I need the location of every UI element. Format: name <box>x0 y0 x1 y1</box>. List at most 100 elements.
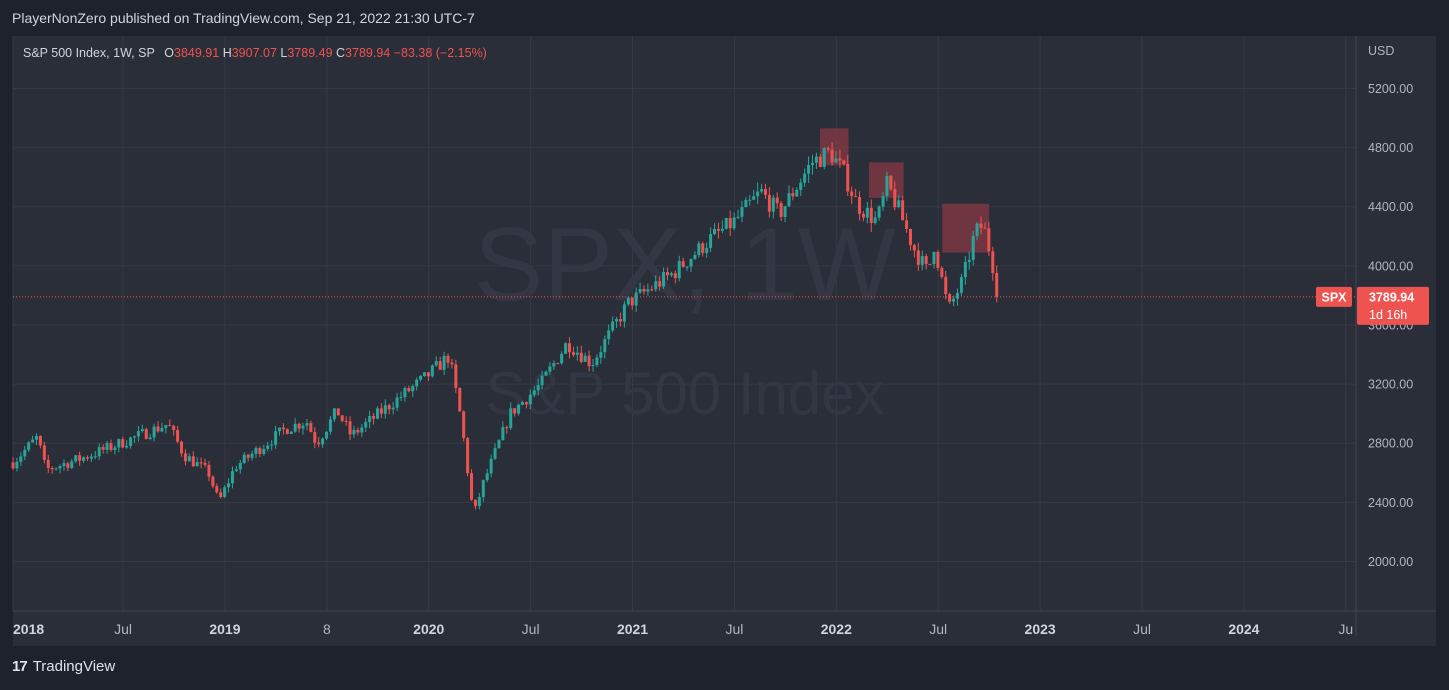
candle-body <box>219 492 223 497</box>
candle-body <box>505 427 509 429</box>
candle-body <box>787 193 791 207</box>
time-tick-label: 2020 <box>413 621 444 637</box>
candle-body <box>987 228 991 252</box>
grid-lines <box>12 36 1356 611</box>
candle-body <box>803 173 807 183</box>
time-tick-label: Jul <box>114 621 132 637</box>
candle-body <box>897 200 901 208</box>
last-price-tag <box>1357 286 1429 325</box>
candle-body <box>168 424 172 426</box>
time-tick-label: 2018 <box>13 621 44 637</box>
candle-body <box>489 458 493 474</box>
candle-body <box>485 473 489 481</box>
candle-body <box>399 397 403 399</box>
candle-body <box>387 405 391 410</box>
candle-body <box>952 298 956 302</box>
candle-body <box>630 297 634 306</box>
candle-body <box>262 448 266 455</box>
candle-body <box>227 483 231 488</box>
time-tick-label: Jul <box>522 621 540 637</box>
candle-body <box>481 480 485 498</box>
candle-body <box>650 289 654 291</box>
candle-body <box>254 448 258 454</box>
time-tick-label: 8 <box>323 621 331 637</box>
candle-body <box>544 371 548 376</box>
candle-body <box>35 435 39 440</box>
candle-body <box>975 223 979 237</box>
candle-body <box>356 429 360 433</box>
candle-body <box>497 440 501 449</box>
candle-body <box>27 442 31 450</box>
candle-body <box>172 425 176 430</box>
candle-body <box>117 439 121 448</box>
candle-body <box>646 289 650 292</box>
candle-body <box>865 207 869 218</box>
candle-body <box>430 365 434 377</box>
candle-body <box>622 304 626 322</box>
candle-body <box>807 165 811 174</box>
candle-body <box>442 355 446 370</box>
last-price-value: 3789.94 <box>1369 290 1414 304</box>
candle-body <box>270 444 274 446</box>
candle-body <box>434 361 438 366</box>
candle-body <box>532 390 536 395</box>
legend-low-label: L <box>280 46 288 60</box>
candle-body <box>215 486 219 493</box>
price-tick-label: 2800.00 <box>1368 437 1413 451</box>
candle-body <box>293 423 297 432</box>
candle-body <box>724 218 728 229</box>
candle-body <box>309 423 313 432</box>
candle-body <box>705 247 709 253</box>
candle-body <box>191 456 195 467</box>
candle-body <box>963 261 967 278</box>
candle-body <box>568 343 572 353</box>
candle-body <box>230 471 234 484</box>
candle-body <box>70 461 74 468</box>
candle-body <box>234 469 238 472</box>
candle-body <box>199 462 203 464</box>
candle-body <box>595 357 599 366</box>
candle-body <box>850 191 854 197</box>
candle-body <box>681 261 685 267</box>
watermark: SPX, 1W S&P 500 Index <box>474 207 896 427</box>
chart-area[interactable] <box>13 36 1436 646</box>
candle-body <box>89 456 93 459</box>
candle-body <box>615 319 619 322</box>
price-tick-label: 4800.00 <box>1368 141 1413 155</box>
candle-body <box>129 437 133 446</box>
candle-body <box>967 259 971 262</box>
candle-body <box>936 251 940 269</box>
candle-body <box>277 427 281 432</box>
candle-body <box>826 148 830 150</box>
candle-body <box>85 457 89 459</box>
candle-body <box>223 487 227 497</box>
legend-change: −83.38 (−2.15%) <box>393 46 487 60</box>
candle-body <box>313 431 317 443</box>
candle-body <box>82 457 86 461</box>
candle-body <box>395 397 399 408</box>
candle-body <box>575 352 579 355</box>
legend-open-value: 3849.91 <box>174 46 220 60</box>
time-tick-label: 2019 <box>209 621 240 637</box>
candle-body <box>905 220 909 230</box>
candle-body <box>779 203 783 217</box>
candle-body <box>701 243 705 253</box>
candle-body <box>62 463 66 467</box>
candle-body <box>78 455 82 461</box>
candle-body <box>93 456 97 458</box>
time-tick-label: 2024 <box>1228 621 1259 637</box>
candle-body <box>536 385 540 391</box>
candle-body <box>250 453 254 458</box>
candle-body <box>383 405 387 414</box>
candle-body <box>31 439 35 443</box>
tradingview-logo[interactable]: 17 TradingView <box>12 658 115 675</box>
candle-body <box>611 321 615 331</box>
candle-body <box>160 428 164 432</box>
candle-body <box>814 156 818 163</box>
candle-body <box>587 355 591 367</box>
candle-body <box>285 429 289 434</box>
candle-body <box>928 263 932 265</box>
candle-body <box>709 234 713 248</box>
candle-body <box>838 158 842 161</box>
